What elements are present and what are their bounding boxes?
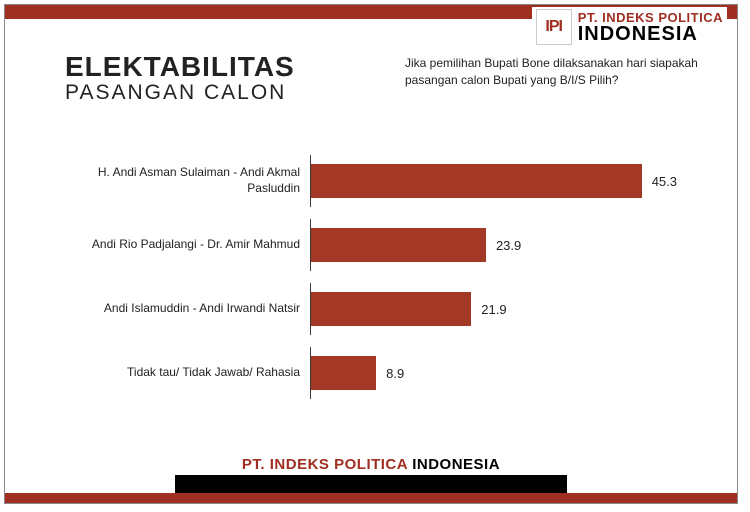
chart-bar-area: 45.3: [310, 155, 677, 207]
chart-row: Andi Rio Padjalangi - Dr. Amir Mahmud 23.…: [65, 219, 677, 271]
chart-value: 8.9: [386, 366, 404, 381]
chart-bar-area: 8.9: [310, 347, 677, 399]
chart-bar: [311, 292, 471, 326]
chart-bar: [311, 228, 486, 262]
chart-value: 23.9: [496, 238, 521, 253]
chart-bar: [311, 356, 376, 390]
footer-part-a: PT. INDEKS POLITICA: [242, 456, 408, 473]
chart-bar-area: 23.9: [310, 219, 677, 271]
brand-logo-mark-text: IPI: [545, 18, 562, 36]
footer-red-bar: [5, 493, 737, 503]
footer-part-b: INDONESIA: [412, 456, 500, 473]
chart-row-label: Tidak tau/ Tidak Jawab/ Rahasia: [65, 365, 310, 381]
chart-bar-area: 21.9: [310, 283, 677, 335]
title-line2: PASANGAN CALON: [65, 81, 295, 105]
page-title: ELEKTABILITAS PASANGAN CALON: [65, 51, 295, 105]
chart-row: Andi Islamuddin - Andi Irwandi Natsir 21.…: [65, 283, 677, 335]
brand-line2: INDONESIA: [578, 24, 723, 44]
brand-logo-mark: IPI: [536, 9, 572, 45]
survey-question: Jika pemilihan Bupati Bone dilaksanakan …: [405, 55, 707, 89]
chart-row-label: Andi Rio Padjalangi - Dr. Amir Mahmud: [65, 237, 310, 253]
chart-row-label: H. Andi Asman Sulaiman - Andi Akmal Pasl…: [65, 165, 310, 196]
brand-line1: PT. INDEKS POLITICA: [578, 11, 723, 24]
electability-bar-chart: H. Andi Asman Sulaiman - Andi Akmal Pasl…: [65, 155, 677, 413]
chart-row: H. Andi Asman Sulaiman - Andi Akmal Pasl…: [65, 155, 677, 207]
slide-frame: IPI PT. INDEKS POLITICA INDONESIA ELEKTA…: [4, 4, 738, 504]
footer-black-bar: [175, 475, 567, 493]
chart-bar: [311, 164, 642, 198]
chart-value: 21.9: [481, 302, 506, 317]
chart-row-label: Andi Islamuddin - Andi Irwandi Natsir: [65, 301, 310, 317]
brand-logo: IPI PT. INDEKS POLITICA INDONESIA: [532, 7, 727, 49]
title-line1: ELEKTABILITAS: [65, 51, 295, 83]
brand-logo-text: PT. INDEKS POLITICA INDONESIA: [578, 11, 723, 44]
chart-row: Tidak tau/ Tidak Jawab/ Rahasia 8.9: [65, 347, 677, 399]
footer-brand-text: PT. INDEKS POLITICA INDONESIA: [5, 456, 737, 473]
chart-value: 45.3: [652, 174, 677, 189]
footer-band: PT. INDEKS POLITICA INDONESIA: [5, 455, 737, 503]
